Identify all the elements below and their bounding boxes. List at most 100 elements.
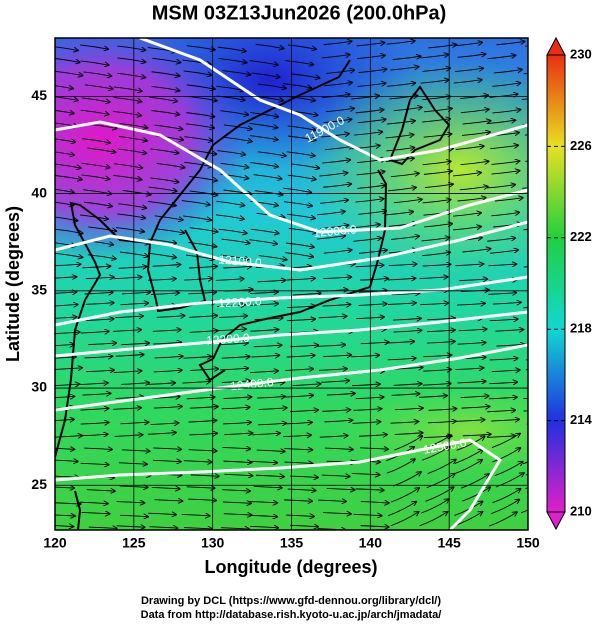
contour-label: 12000.0: [313, 222, 358, 240]
streamline: [113, 371, 142, 373]
streamline: [490, 250, 518, 254]
streamline: [358, 250, 387, 254]
streamline: [84, 448, 112, 449]
streamline: [523, 397, 528, 400]
contour-label: 12300.0: [206, 331, 251, 348]
streamline: [326, 70, 354, 74]
streamline: [292, 293, 321, 295]
streamline: [151, 487, 180, 488]
contour-label: 12200.0: [218, 294, 262, 310]
streamline: [249, 502, 277, 503]
streamline: [525, 45, 528, 47]
streamline: [423, 171, 452, 175]
streamline: [113, 330, 141, 332]
streamline: [55, 419, 74, 421]
streamline: [189, 266, 217, 268]
streamline: [153, 406, 182, 408]
colorbar-label: 214: [570, 412, 592, 427]
streamline: [287, 489, 316, 490]
streamline: [489, 382, 517, 384]
streamline: [491, 212, 519, 217]
streamline: [55, 460, 78, 461]
streamline: [88, 527, 117, 528]
streamline: [424, 184, 453, 189]
streamline: [116, 502, 145, 503]
streamline: [487, 120, 515, 125]
streamline: [524, 134, 528, 136]
streamline: [318, 316, 347, 318]
streamline: [291, 163, 319, 168]
streamline: [323, 119, 352, 124]
streamline: [154, 215, 183, 220]
streamline: [358, 69, 386, 74]
streamline: [190, 475, 219, 476]
streamline: [317, 236, 345, 240]
streamline: [428, 409, 457, 411]
streamline: [122, 292, 150, 294]
streamline: [358, 304, 387, 306]
streamline: [117, 72, 145, 77]
streamline: [351, 224, 380, 229]
streamline: [121, 343, 149, 345]
streamline: [322, 160, 350, 164]
streamline: [118, 148, 146, 153]
streamline: [355, 199, 384, 203]
streamline: [181, 200, 210, 205]
streamline: [321, 381, 349, 383]
contour-label: 12400.0: [230, 375, 275, 393]
streamline: [257, 396, 285, 398]
streamline: [55, 525, 73, 526]
colorbar: [546, 54, 566, 513]
streamline: [488, 293, 516, 295]
streamline: [491, 419, 519, 421]
streamline: [221, 407, 250, 409]
streamline: [80, 408, 109, 410]
streamline: [184, 278, 212, 280]
streamline: [452, 173, 481, 177]
streamline: [55, 344, 74, 346]
streamline: [255, 43, 284, 48]
streamline: [288, 227, 317, 232]
streamline: [55, 304, 78, 306]
streamline: [460, 396, 489, 398]
coastline: [198, 358, 226, 382]
streamline: [353, 409, 382, 411]
streamline: [491, 370, 520, 372]
streamline: [113, 408, 141, 410]
streamline: [217, 329, 246, 331]
colorbar-label: 210: [570, 503, 592, 518]
streamline: [355, 265, 384, 267]
streamline: [424, 224, 452, 228]
streamline: [249, 239, 277, 244]
streamline: [118, 203, 146, 208]
streamline: [491, 171, 520, 175]
streamline: [283, 83, 311, 88]
streamline: [320, 225, 348, 229]
streamline: [457, 381, 486, 383]
streamline: [55, 109, 74, 113]
streamline: [116, 526, 145, 527]
contour-line: [139, 38, 528, 162]
x-tick-label: 130: [201, 535, 225, 551]
streamline: [83, 201, 112, 206]
streamline: [458, 329, 487, 331]
streamline: [522, 187, 528, 189]
streamline: [426, 474, 455, 489]
streamline: [460, 109, 489, 114]
streamline: [392, 318, 421, 320]
streamline: [385, 158, 414, 163]
streamline: [189, 227, 218, 232]
streamline: [55, 292, 77, 294]
streamline: [357, 83, 386, 87]
field: 11900.012000.012100.012200.012300.012400…: [55, 38, 528, 530]
streamline: [220, 368, 248, 370]
title: MSM 03Z13Jun2026 (200.0hPa): [152, 2, 447, 24]
streamline: [523, 307, 528, 309]
streamline: [326, 108, 354, 113]
streamline: [83, 71, 111, 76]
streamline: [257, 280, 285, 282]
streamline: [188, 242, 216, 246]
streamline: [453, 460, 482, 475]
y-tick-label: 40: [31, 184, 47, 200]
streamline: [284, 462, 312, 463]
